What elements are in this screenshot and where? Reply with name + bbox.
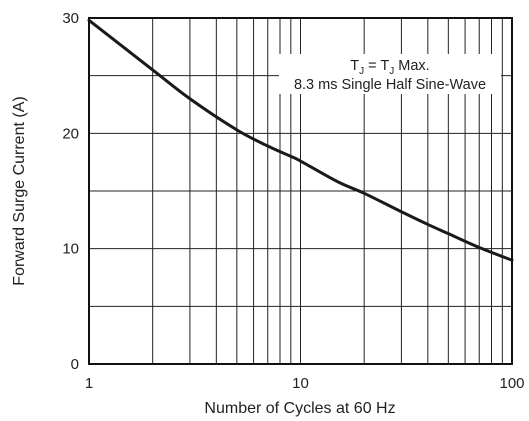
y-tick-label: 30 xyxy=(62,10,79,27)
y-tick-label: 10 xyxy=(62,241,79,258)
x-tick-label: 1 xyxy=(85,375,93,392)
annotation-box xyxy=(279,54,501,94)
y-tick-label: 20 xyxy=(62,125,79,142)
plot-frame xyxy=(88,17,513,365)
curve-layer xyxy=(87,18,514,262)
annotation-line-2: 8.3 ms Single Half Sine-Wave xyxy=(294,77,486,93)
x-tick-label: 100 xyxy=(499,375,524,392)
y-tick-label: 0 xyxy=(71,356,79,373)
tick-labels: 1 10 100 0 10 20 30 xyxy=(62,10,524,392)
y-axis-label: Forward Surge Current (A) xyxy=(11,96,28,285)
x-axis-label: Number of Cycles at 60 Hz xyxy=(204,400,395,417)
annotation-line-1: TJ = TJ Max. xyxy=(350,58,429,77)
x-tick-label: 10 xyxy=(292,375,309,392)
surge-current-curve xyxy=(87,18,514,262)
